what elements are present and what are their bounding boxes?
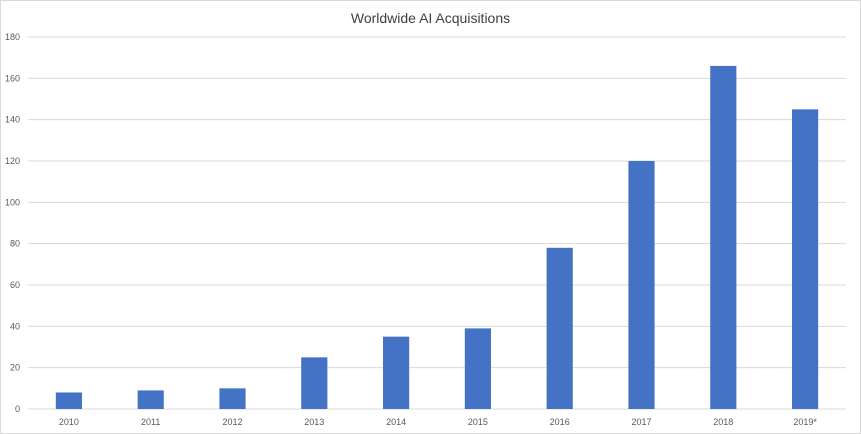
x-tick-label: 2013 — [304, 417, 324, 427]
bar-2014 — [383, 337, 409, 409]
bar-2018 — [710, 66, 736, 409]
bar-2019* — [792, 109, 818, 409]
bar-2015 — [465, 328, 491, 409]
x-tick-label: 2018 — [713, 417, 733, 427]
y-tick-label: 0 — [15, 404, 20, 414]
x-tick-label: 2012 — [222, 417, 242, 427]
y-tick-label: 180 — [5, 32, 20, 42]
y-axis-ticks: 0 20 40 60 80 100 120 140 160 180 — [5, 32, 20, 414]
bar-2011 — [138, 390, 164, 409]
bar-2010 — [56, 392, 82, 409]
x-tick-label: 2011 — [141, 417, 160, 427]
y-tick-label: 100 — [5, 197, 20, 207]
bar-2017 — [628, 161, 654, 409]
y-tick-label: 60 — [10, 280, 20, 290]
y-tick-label: 80 — [10, 239, 20, 249]
x-tick-label: 2019* — [793, 417, 817, 427]
x-tick-label: 2016 — [550, 417, 570, 427]
x-axis-ticks: 2010 2011 2012 2013 2014 2015 2016 2017 2018 2019… — [59, 417, 817, 427]
y-tick-label: 120 — [5, 156, 20, 166]
y-tick-label: 140 — [5, 115, 20, 125]
bars — [56, 66, 818, 409]
bar-2013 — [301, 357, 327, 409]
y-tick-label: 20 — [10, 363, 20, 373]
bar-2016 — [547, 248, 573, 409]
y-tick-label: 160 — [5, 73, 20, 83]
bar-2012 — [219, 388, 245, 409]
x-tick-label: 2014 — [386, 417, 406, 427]
x-tick-label: 2010 — [59, 417, 79, 427]
x-tick-label: 2017 — [631, 417, 651, 427]
y-tick-label: 40 — [10, 321, 20, 331]
x-tick-label: 2015 — [468, 417, 488, 427]
